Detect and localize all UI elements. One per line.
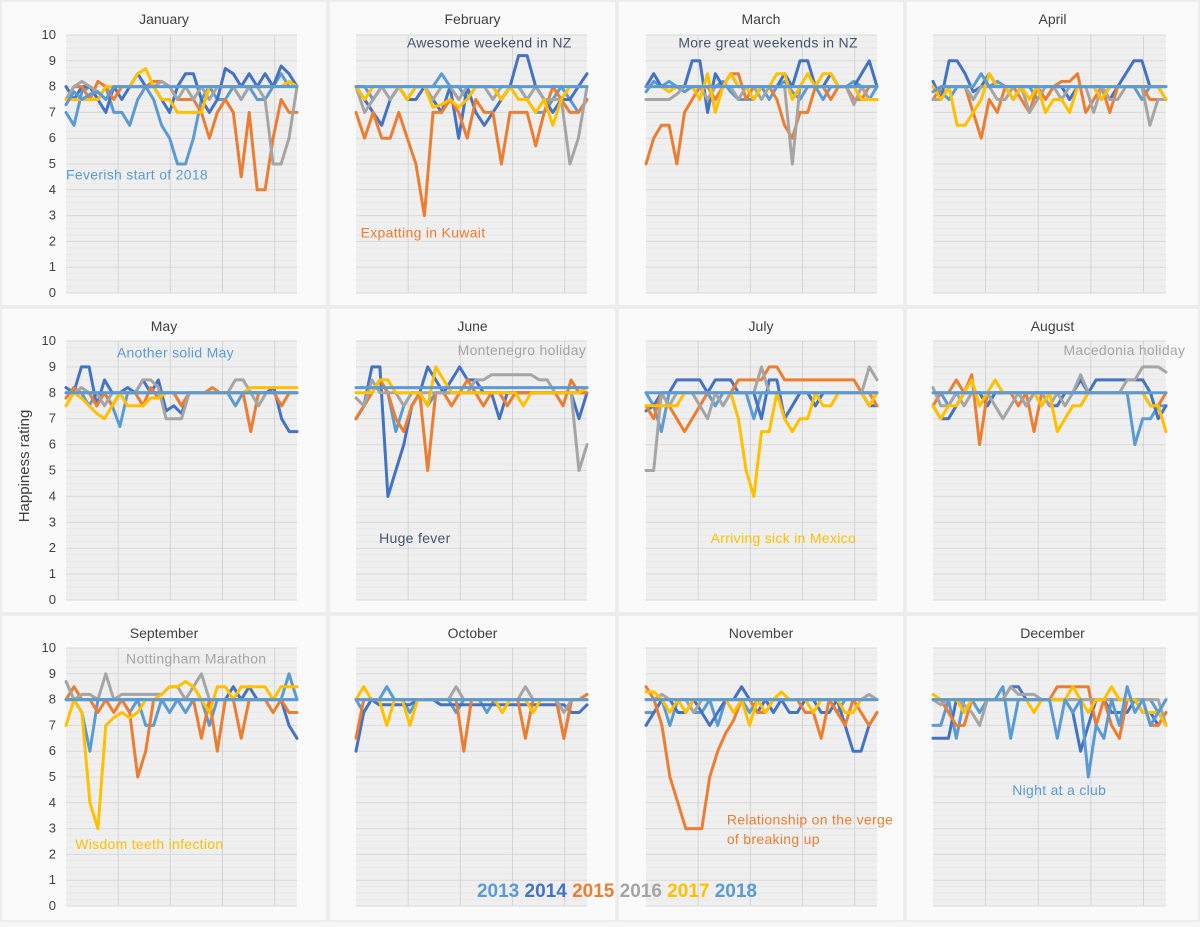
chart-september: 0 1 2 3 4 5 6 7 8 9 10 September Nottingham Marathon… (42, 625, 299, 913)
annotation-label: Arriving sick in Mexico (711, 530, 856, 546)
series-line-2015 (64, 79, 299, 192)
annotation-label: Another solid May (117, 345, 234, 361)
chart-february: February Awesome weekend in NZ Expatting i… (354, 11, 589, 294)
annotation-label: of breaking up (727, 831, 820, 847)
y-tick-label: 4 (49, 182, 56, 197)
y-tick-label: 9 (49, 666, 56, 681)
y-tick-label: 4 (49, 795, 56, 810)
annotation-label: More great weekends in NZ (678, 35, 858, 51)
annotation-label: Night at a club (1012, 782, 1106, 798)
y-tick-label: 1 (49, 259, 56, 274)
chart-march: March More great weekends in NZ (644, 11, 879, 294)
series-line-2017 (64, 680, 299, 831)
y-tick-label: 10 (42, 640, 56, 655)
series-line-2015 (644, 365, 879, 434)
legend-entry-2016: 2016 (614, 881, 662, 902)
y-tick-label: 1 (49, 872, 56, 887)
y-axis-label: Happiness rating (16, 410, 33, 523)
chart-title: December (1020, 625, 1085, 641)
legend: 2013 2014 2015 2016 2017 2018 (477, 881, 757, 902)
y-tick-label: 3 (49, 514, 56, 529)
chart-december: December Night at a club (931, 625, 1168, 907)
chart-title: October (448, 625, 498, 641)
annotation-label: Awesome weekend in NZ (407, 35, 572, 51)
y-tick-label: 9 (49, 359, 56, 374)
y-tick-label: 5 (49, 769, 56, 784)
series-line-2018 (931, 685, 1168, 779)
chart-title: June (457, 318, 488, 334)
series-line-2018 (64, 85, 299, 107)
y-tick-label: 0 (49, 592, 56, 607)
annotation-label: Wisdom teeth infection (75, 836, 223, 852)
annotation-label: Macedonia holiday (1063, 342, 1185, 358)
legend-entry-2013: 2013 (477, 881, 519, 902)
y-tick-label: 10 (42, 27, 56, 42)
series-line-2017 (354, 365, 589, 408)
annotation-label: Nottingham Marathon (126, 650, 266, 666)
legend-entry-2014: 2014 (519, 881, 567, 902)
y-tick-label: 3 (49, 821, 56, 836)
y-tick-label: 9 (49, 53, 56, 68)
legend-entry-2015: 2015 (567, 881, 615, 902)
chart-title: May (151, 318, 177, 334)
annotation-label: Relationship on the verge (727, 812, 893, 828)
chart-title: July (749, 318, 774, 334)
y-tick-label: 4 (49, 488, 56, 503)
series-line-2017 (644, 690, 879, 727)
chart-april: April (931, 11, 1168, 294)
chart-title: January (139, 11, 189, 27)
y-tick-label: 5 (49, 156, 56, 171)
y-tick-label: 8 (49, 79, 56, 94)
chart-august: August Macedonia holiday (931, 318, 1185, 601)
y-tick-label: 5 (49, 463, 56, 478)
chart-title: August (1031, 318, 1075, 334)
y-tick-label: 3 (49, 208, 56, 223)
y-tick-label: 2 (49, 846, 56, 861)
chart-october: October (354, 625, 589, 907)
y-tick-label: 7 (49, 104, 56, 119)
chart-title: November (729, 625, 794, 641)
chart-title: April (1038, 11, 1066, 27)
y-tick-label: 10 (42, 333, 56, 348)
legend-entry-2018: 2018 (709, 881, 757, 902)
annotation-label: Huge fever (379, 530, 451, 546)
y-tick-label: 6 (49, 743, 56, 758)
chart-november: November Relationship on the verge of brea… (644, 625, 893, 907)
y-tick-label: 0 (49, 898, 56, 913)
chart-july: July Arriving sick in Mexico (644, 318, 879, 601)
y-tick-label: 7 (49, 411, 56, 426)
y-tick-label: 1 (49, 566, 56, 581)
chart-january: 0 1 2 3 4 5 6 7 8 9 10 January Feverish start of 201… (42, 11, 299, 300)
series-line-2014 (64, 64, 299, 114)
chart-may: 0 1 2 3 4 5 6 7 8 9 10 May Another solid May (42, 318, 299, 607)
chart-title: March (742, 11, 781, 27)
chart-title: February (444, 11, 500, 27)
y-tick-label: 0 (49, 285, 56, 300)
y-tick-label: 2 (49, 233, 56, 248)
chart-june: June Montenegro holiday Huge fever (354, 318, 589, 601)
annotation-label: Feverish start of 2018 (66, 166, 208, 182)
y-tick-label: 7 (49, 717, 56, 732)
series-line-2018 (931, 72, 1168, 94)
legend-entry-2017: 2017 (662, 881, 710, 902)
y-tick-label: 8 (49, 692, 56, 707)
series-line-2016 (64, 378, 299, 421)
y-tick-label: 6 (49, 437, 56, 452)
annotation-label: Montenegro holiday (458, 342, 586, 358)
annotation-label: Expatting in Kuwait (361, 224, 486, 240)
y-tick-label: 8 (49, 385, 56, 400)
y-tick-label: 6 (49, 130, 56, 145)
chart-title: September (130, 625, 199, 641)
series-line-2015 (644, 685, 879, 831)
y-tick-label: 2 (49, 540, 56, 555)
